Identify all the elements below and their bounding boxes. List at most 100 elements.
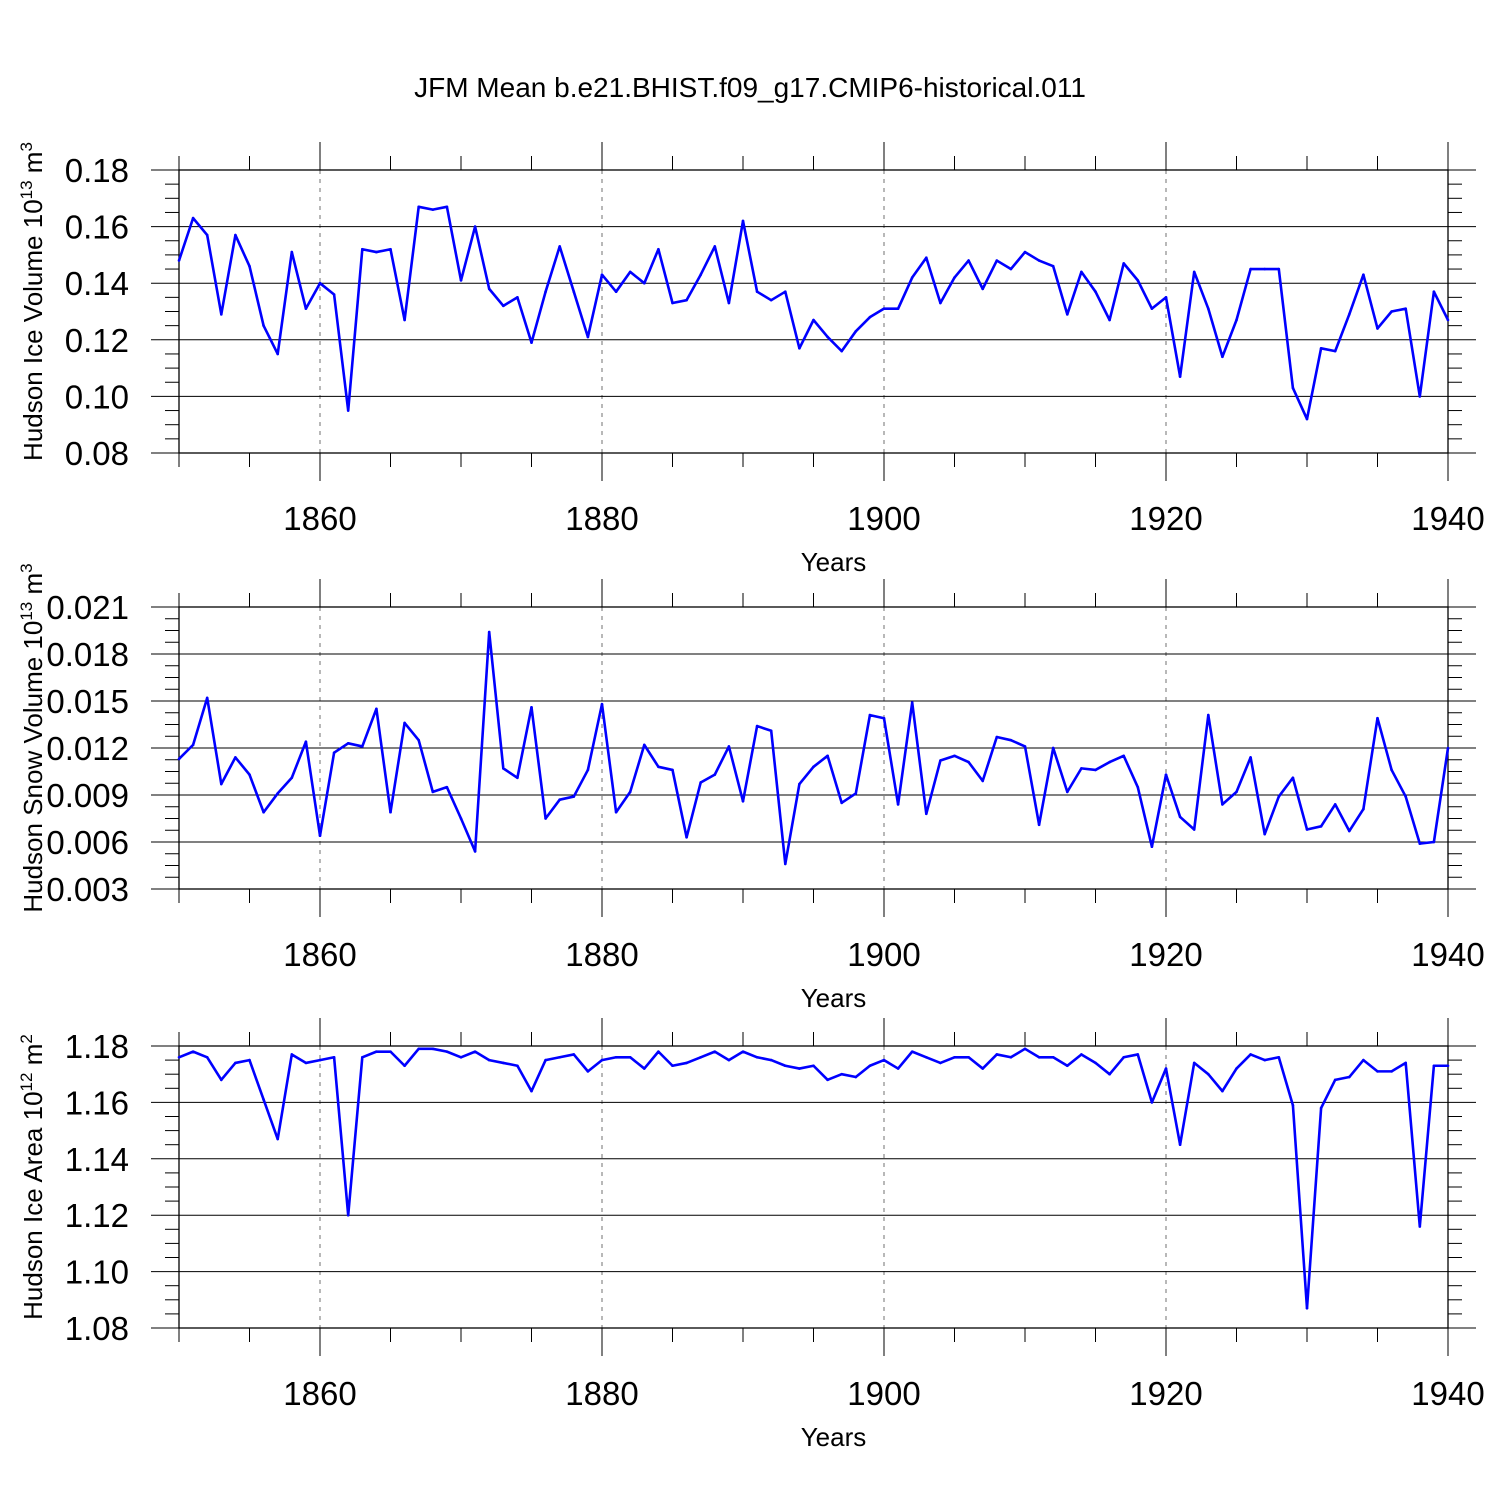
y-axis-title: Hudson Snow Volume 1013 m3 <box>17 563 48 912</box>
data-point <box>290 1053 294 1056</box>
data-point <box>403 1064 406 1068</box>
data-point <box>812 1064 815 1068</box>
data-point <box>1009 1055 1013 1059</box>
data-point <box>191 743 195 747</box>
data-point <box>840 1072 843 1076</box>
data-point <box>1319 1106 1323 1110</box>
plot-frame <box>178 169 1449 454</box>
data-point <box>1207 713 1210 717</box>
data-point <box>854 792 858 795</box>
data-point <box>1291 1103 1295 1107</box>
y-axis-title: Hudson Ice Area 1012 m2 <box>17 1034 48 1320</box>
y-axis-title: Hudson Ice Volume 1013 m3 <box>17 142 48 461</box>
data-point <box>389 810 392 814</box>
data-point <box>671 301 674 305</box>
data-point <box>572 1053 576 1056</box>
data-point <box>741 219 745 223</box>
data-point <box>1221 355 1224 359</box>
data-point <box>1221 803 1224 806</box>
data-point <box>953 1055 956 1059</box>
y-tick-label: 0.018 <box>46 636 129 673</box>
data-point <box>755 1055 759 1059</box>
data-point <box>1305 417 1309 421</box>
y-axis-unit-suffix-exponent: 2 <box>17 1034 36 1043</box>
panel-1: 0.08 0.10 0.12 0.14 0.16 0.18 1860 1880 1900 1920… <box>17 142 1485 577</box>
data-point <box>600 273 604 277</box>
data-point <box>1066 313 1069 316</box>
data-point <box>1150 307 1154 310</box>
data-point <box>1376 716 1379 720</box>
data-point <box>1108 760 1111 764</box>
data-point <box>967 259 970 262</box>
data-point <box>191 216 195 220</box>
data-point <box>318 281 322 285</box>
data-point <box>1051 264 1055 268</box>
y-tick-label: 0.021 <box>46 589 129 626</box>
data-point <box>1291 776 1295 780</box>
data-point <box>1305 1306 1309 1310</box>
data-point <box>1446 318 1450 322</box>
data-point <box>953 276 956 279</box>
data-point <box>981 1067 984 1070</box>
data-point <box>755 290 759 293</box>
data-point <box>417 205 421 209</box>
data-point <box>558 245 561 248</box>
x-tick-label: 1860 <box>283 936 356 973</box>
data-point <box>1376 1070 1379 1073</box>
y-tick-label: 0.10 <box>65 378 129 415</box>
y-tick-label: 0.18 <box>65 152 129 189</box>
data-point <box>727 1058 731 1062</box>
data-point <box>1037 823 1041 827</box>
data-point <box>1178 815 1182 819</box>
x-tick-label: 1920 <box>1129 1375 1202 1412</box>
y-tick-label: 0.015 <box>46 683 129 720</box>
data-point <box>967 1055 970 1059</box>
x-axis-title: Years <box>801 547 867 577</box>
data-point <box>1150 845 1154 848</box>
data-point <box>1418 1225 1422 1228</box>
data-point <box>784 1064 787 1068</box>
data-point <box>530 341 533 344</box>
x-tick-label: 1900 <box>847 500 920 537</box>
data-point <box>375 250 378 254</box>
data-point <box>1023 250 1027 254</box>
data-point <box>220 1078 223 1082</box>
data-point <box>346 409 350 412</box>
data-point <box>487 630 491 634</box>
data-point <box>727 745 731 748</box>
data-point <box>1164 296 1168 299</box>
data-point <box>995 1053 999 1056</box>
data-point <box>389 247 392 251</box>
data-point <box>304 307 308 310</box>
data-point <box>530 1089 533 1093</box>
data-point <box>798 346 801 350</box>
data-point <box>1446 1064 1450 1068</box>
data-point <box>487 1058 491 1062</box>
data-point <box>1432 1064 1436 1068</box>
data-point <box>939 759 942 762</box>
data-point <box>248 264 251 268</box>
data-point <box>1136 279 1140 282</box>
data-point <box>882 716 886 720</box>
data-point <box>276 352 280 356</box>
data-point <box>1418 395 1422 398</box>
data-point <box>558 798 561 801</box>
data-point <box>1066 1064 1069 1068</box>
data-point <box>389 1050 392 1053</box>
data-point <box>361 745 364 748</box>
data-point <box>361 247 364 251</box>
y-axis-unit-base: 10 <box>18 199 48 228</box>
data-point <box>276 792 280 795</box>
data-point <box>375 707 378 711</box>
data-point <box>177 757 181 761</box>
data-point <box>1207 307 1210 310</box>
x-axis-title: Years <box>801 1422 867 1452</box>
y-tick-label: 0.08 <box>65 435 129 472</box>
panel-2: 0.003 0.006 0.009 0.012 0.015 0.018 0.021 1860 1… <box>17 563 1485 1013</box>
data-point <box>925 256 928 260</box>
data-point <box>431 208 435 211</box>
panel-3: 1.08 1.10 1.12 1.14 1.16 1.18 1860 1880 1900 1920… <box>17 1018 1485 1452</box>
data-point <box>628 1055 632 1059</box>
data-point <box>1207 1072 1210 1076</box>
data-point <box>262 1098 265 1101</box>
